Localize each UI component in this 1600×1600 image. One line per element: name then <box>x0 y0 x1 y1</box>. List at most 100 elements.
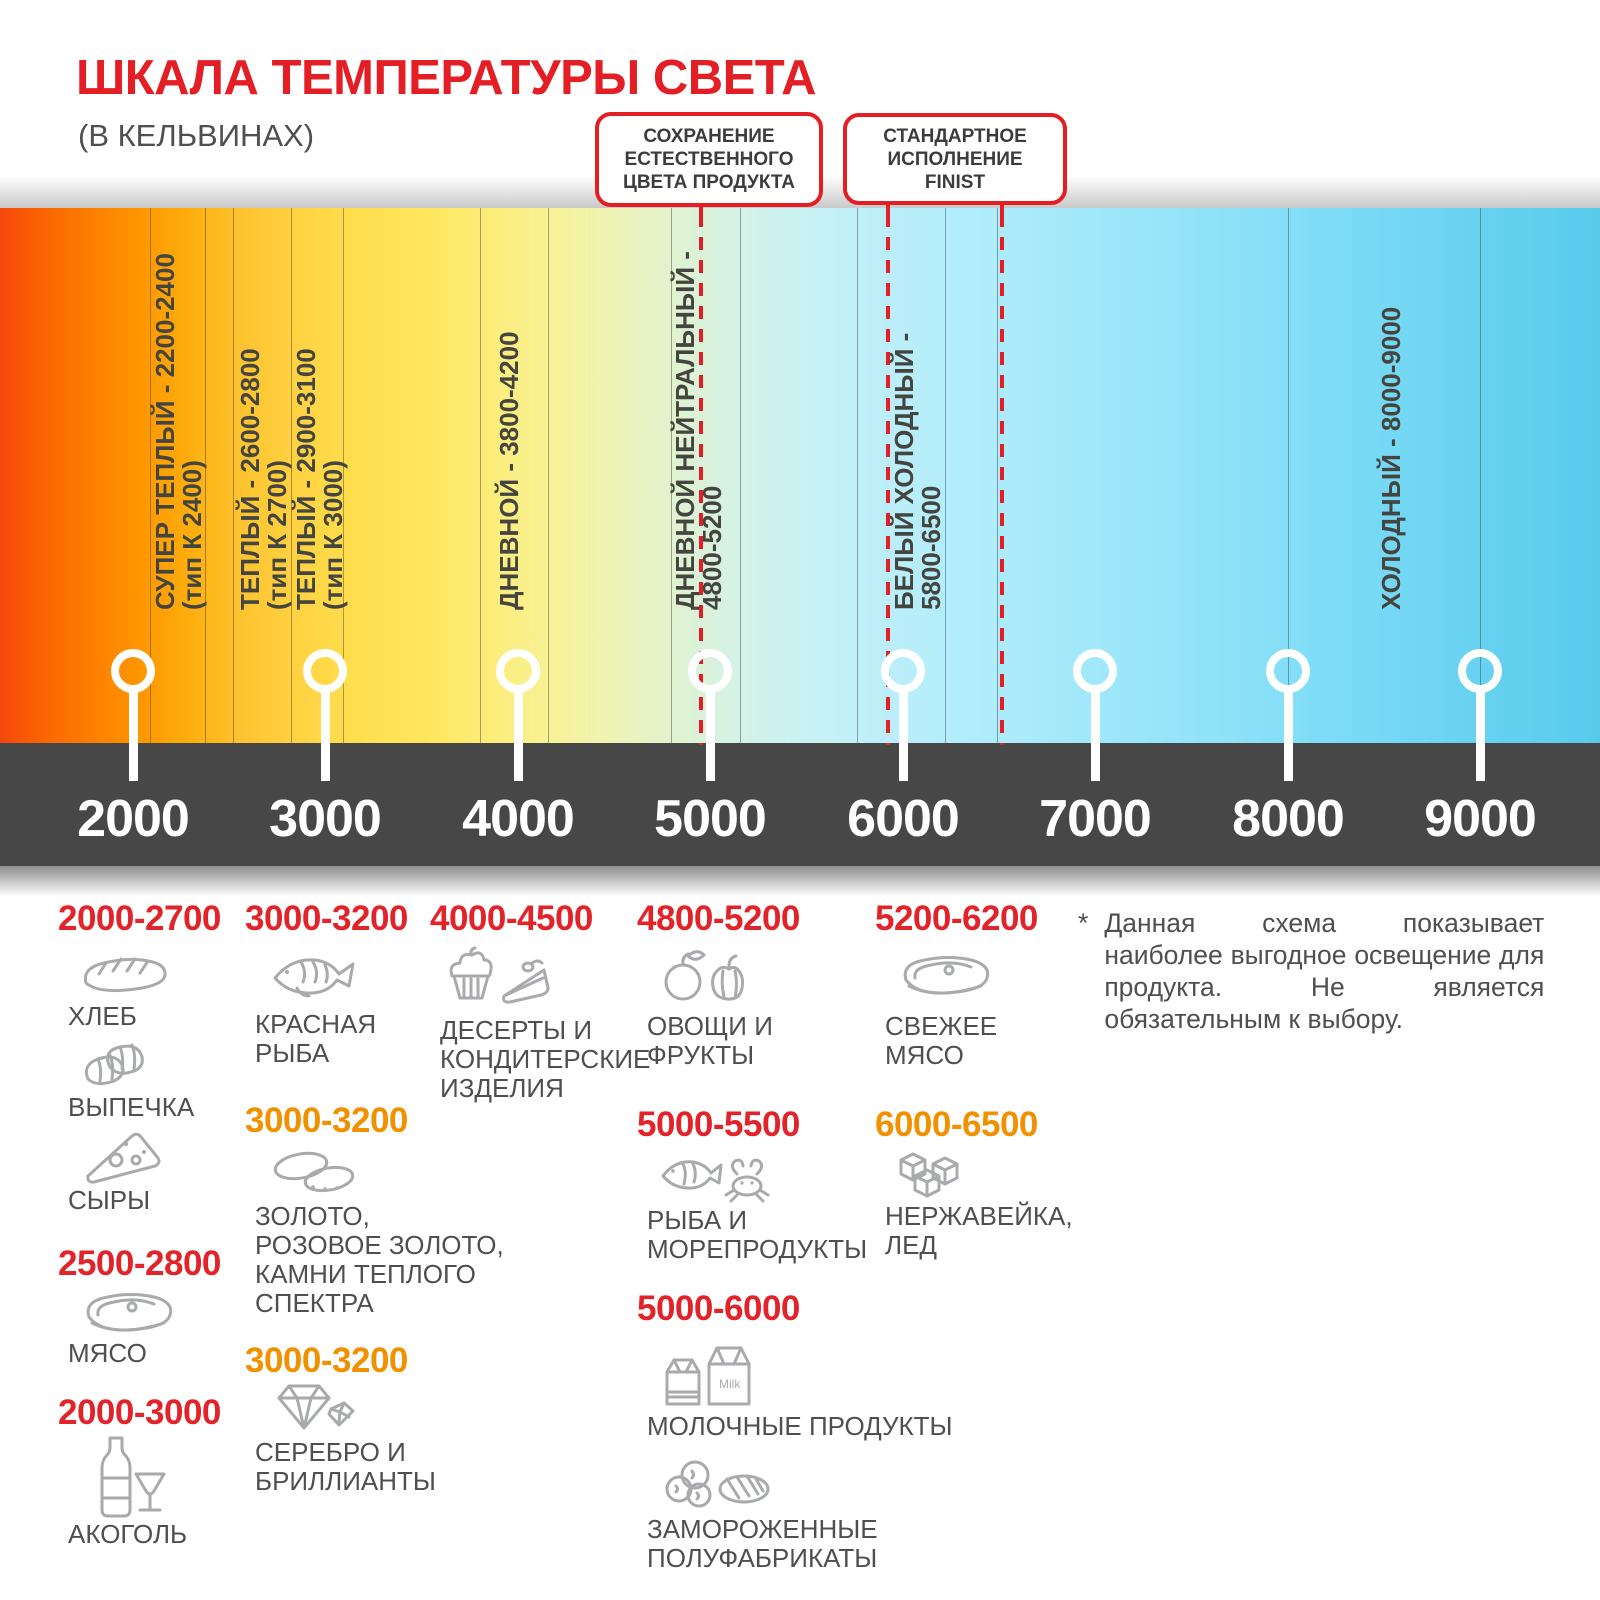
scale-tick-label: 4000 <box>462 790 575 848</box>
range-label: 6000-6500 <box>875 1105 1038 1144</box>
pin-circle <box>1266 649 1310 693</box>
pin-circle <box>881 649 925 693</box>
range-label: 3000-3200 <box>245 899 408 938</box>
zone-label-line: (тип К 2700) <box>262 460 292 610</box>
footnote: * Данная схема показывает наиболее выгод… <box>1078 907 1558 1035</box>
temperature-gradient-band <box>0 208 1600 743</box>
pin-stem <box>514 691 523 781</box>
category-label: ВЫПЕЧКА <box>68 1092 195 1122</box>
vegetables-icon <box>659 944 953 1002</box>
range-label: 5000-6000 <box>637 1289 800 1328</box>
callout-line: СТАНДАРТНОЕ <box>883 125 1027 147</box>
range-label: 5000-5500 <box>637 1105 800 1144</box>
callout-connector-stem <box>1000 197 1004 215</box>
callout-connector-stem <box>699 199 703 215</box>
category-label: МОЛОЧНЫЕ ПРОДУКТЫ <box>647 1411 953 1441</box>
frozen-food-icon <box>659 1453 953 1511</box>
zone-divider-line <box>857 208 858 743</box>
pin-stem <box>706 691 715 781</box>
range-label: 5200-6200 <box>875 899 1038 938</box>
steak-icon <box>80 1287 221 1339</box>
pin-stem <box>1476 691 1485 781</box>
scale-tick-label: 7000 <box>1039 790 1152 848</box>
callout-connector-line <box>699 214 703 745</box>
pin-circle <box>496 649 540 693</box>
callout-line: СОХРАНЕНИЕ <box>643 126 775 147</box>
dessert-icon <box>444 946 650 1006</box>
callout-finist-standard: СТАНДАРТНОЕ ИСПОЛНЕНИЕ FINIST <box>843 113 1067 205</box>
diamond-icon <box>267 1382 504 1432</box>
cheese-icon <box>80 1130 221 1184</box>
callout-line: ИСПОЛНЕНИЕ <box>887 148 1023 170</box>
zone-label-line: (тип К 3000) <box>318 460 348 610</box>
pin-circle <box>111 649 155 693</box>
category-column-2: 3000-3200 КРАСНАЯ РЫБА 3000-3200 ЗОЛОТО,… <box>245 900 504 1496</box>
ice-cubes-icon <box>897 1152 1073 1200</box>
category-label: СВЕЖЕЕ МЯСО <box>885 1011 998 1070</box>
callout-connector-stem <box>886 197 890 215</box>
zone-label-daylight: ДНЕВНОЙ - 3800-4200 <box>494 331 524 610</box>
pin-stem <box>1284 691 1293 781</box>
zone-divider-line <box>233 208 234 743</box>
footnote-asterisk: * <box>1078 908 1089 938</box>
category-label: ЗАМОРОЖЕННЫЕ ПОЛУФАБРИКАТЫ <box>647 1514 878 1573</box>
zone-label-line: ХОЛОДНЫЙ - 8000-9000 <box>1376 306 1406 610</box>
rings-icon <box>267 1146 504 1194</box>
zone-divider-line <box>997 208 998 743</box>
pin-stem <box>1091 691 1100 781</box>
pin-circle <box>1073 649 1117 693</box>
zone-divider-line <box>291 208 292 743</box>
zone-label-line: ДНЕВНОЙ НЕЙТРАЛЬНЫЙ - <box>670 251 700 610</box>
zone-label-line: ТЕПЛЫЙ - 2900-3100 <box>291 348 321 610</box>
scale-tick-label: 2000 <box>77 790 190 848</box>
pin-stem <box>899 691 908 781</box>
footnote-text: Данная схема показывает наиболее выгодно… <box>1104 908 1545 1034</box>
category-label: ОВОЩИ И ФРУКТЫ <box>647 1011 773 1070</box>
scale-bar <box>0 743 1600 866</box>
pin-circle <box>303 649 347 693</box>
callout-connector-line <box>1000 214 1004 745</box>
callout-line: ЕСТЕСТВЕННОГО <box>624 149 794 170</box>
zone-divider-line <box>1480 208 1481 743</box>
zone-label-line: (тип К 2400) <box>177 460 207 610</box>
zone-divider-line <box>945 208 946 743</box>
zone-label-cold: ХОЛОДНЫЙ - 8000-9000 <box>1376 306 1406 610</box>
category-label: КРАСНАЯ РЫБА <box>255 1009 377 1068</box>
zone-label-line: 4800-5200 <box>697 485 727 610</box>
category-label: СЕРЕБРО И БРИЛЛИАНТЫ <box>255 1437 436 1496</box>
zone-divider-line <box>150 208 151 743</box>
range-label: 2500-2800 <box>58 1244 221 1283</box>
zone-label-cold-white: БЕЛЫЙ ХОЛОДНЫЙ - 5800-6500 <box>889 332 946 610</box>
category-column-3: 4000-4500 ДЕСЕРТЫ И КОНДИТЕРСКИЕ ИЗДЕЛИЯ <box>430 900 650 1103</box>
zone-label-warm-2700: ТЕПЛЫЙ - 2600-2800 (тип К 2700) <box>235 348 292 610</box>
scale-tick-label: 9000 <box>1424 790 1537 848</box>
zone-divider-line <box>548 208 549 743</box>
fresh-meat-icon <box>897 950 1073 1002</box>
seafood-icon <box>659 1150 953 1204</box>
callout-line: ЦВЕТА ПРОДУКТА <box>622 172 796 193</box>
category-label: СЫРЫ <box>68 1185 151 1215</box>
category-label: АКОГОЛЬ <box>68 1519 188 1549</box>
scale-tick-label: 3000 <box>269 790 382 848</box>
zone-divider-line <box>343 208 344 743</box>
scale-tick-label: 8000 <box>1232 790 1345 848</box>
category-label: ЗОЛОТО, РОЗОВОЕ ЗОЛОТО, КАМНИ ТЕПЛОГО СП… <box>255 1201 504 1318</box>
zone-label-line: БЕЛЫЙ ХОЛОДНЫЙ - <box>889 332 919 610</box>
range-label: 4000-4500 <box>430 899 593 938</box>
callout-line: FINIST <box>924 171 986 193</box>
range-label: 2000-2700 <box>58 899 221 938</box>
zone-label-warm-3000: ТЕПЛЫЙ - 2900-3100 (тип К 3000) <box>291 348 348 610</box>
bread-icon <box>80 950 221 998</box>
category-column-5: 5200-6200 СВЕЖЕЕ МЯСО 6000-6500 НЕРЖАВЕЙ… <box>875 900 1073 1260</box>
range-label: 2000-3000 <box>58 1393 221 1432</box>
page-title: ШКАЛА ТЕМПЕРАТУРЫ СВЕТА <box>76 51 817 105</box>
zone-divider-line <box>740 208 741 743</box>
pin-circle <box>688 649 732 693</box>
category-label: МЯСО <box>68 1338 147 1368</box>
zone-label-super-warm: СУПЕР ТЕПЛЫЙ - 2200-2400 (тип К 2400) <box>150 253 207 610</box>
milk-carton-text: Milk <box>719 1377 741 1391</box>
zone-divider-line <box>1288 208 1289 743</box>
category-label: ДЕСЕРТЫ И КОНДИТЕРСКИЕ ИЗДЕЛИЯ <box>440 1015 651 1103</box>
page-subtitle: (В КЕЛЬВИНАХ) <box>78 118 315 153</box>
